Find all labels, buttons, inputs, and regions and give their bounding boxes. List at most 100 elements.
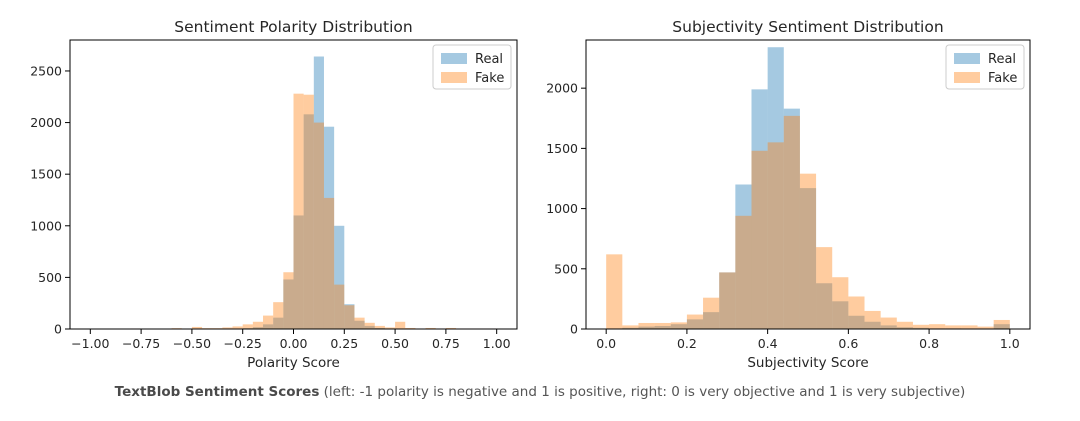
subjectivity-xtick-label: 1.0 [1000, 336, 1020, 351]
polarity-bar-real [374, 327, 385, 329]
polarity-bar-fake [283, 272, 294, 329]
subjectivity-histogram-chart: Subjectivity Sentiment Distribution 0.0 0.… [546, 18, 1031, 371]
polarity-xtick-label: 1.00 [483, 336, 511, 351]
polarity-bar-real [354, 320, 365, 329]
subjectivity-xtick-label: 0.8 [919, 336, 939, 351]
subjectivity-bar-real [912, 327, 930, 329]
subjectivity-bar-fake [848, 296, 865, 329]
polarity-xtick-label: 0.25 [330, 336, 358, 351]
polarity-bar-real [303, 114, 314, 329]
polarity-bar-fake [273, 302, 284, 329]
polarity-bar-fake [395, 321, 406, 329]
polarity-bar-fake [384, 327, 396, 329]
subjectivity-legend-swatch-real [954, 53, 980, 64]
subjectivity-bar-real [638, 326, 655, 329]
subjectivity-bar-fake [832, 277, 849, 329]
polarity-bar-fake [405, 327, 416, 329]
caption-rest-text: (left: -1 polarity is negative and 1 is … [319, 384, 966, 400]
polarity-legend-swatch-fake [441, 72, 467, 83]
polarity-chart-title: Sentiment Polarity Distribution [174, 18, 412, 36]
polarity-bar-fake [323, 197, 335, 329]
polarity-bar-real [273, 317, 284, 329]
subjectivity-bar-real [864, 321, 881, 329]
subjectivity-bar-fake [606, 254, 623, 329]
subjectivity-legend-label-real: Real [988, 52, 1016, 67]
polarity-xtick-label: −1.00 [71, 336, 109, 351]
subjectivity-legend-label-fake: Fake [988, 71, 1017, 86]
polarity-xtick-label: 0.00 [280, 336, 308, 351]
subjectivity-bar-real [751, 89, 768, 329]
polarity-bar-fake [263, 315, 274, 329]
subjectivity-bar-real [654, 325, 671, 329]
polarity-legend-label-fake: Fake [475, 71, 504, 86]
polarity-bar-fake [222, 327, 233, 329]
polarity-bar-fake [191, 326, 203, 329]
polarity-bar-fake [354, 317, 365, 329]
polarity-ytick-label: 2000 [30, 115, 62, 130]
subjectivity-bar-real [703, 312, 720, 329]
subjectivity-bar-fake [703, 297, 720, 329]
polarity-xtick-label: −0.75 [122, 336, 160, 351]
polarity-bar-real [323, 126, 335, 329]
polarity-xtick-label: −0.50 [173, 336, 211, 351]
subjectivity-bar-fake [799, 173, 817, 329]
subjectivity-bar-fake [945, 325, 962, 329]
subjectivity-bar-fake [751, 150, 768, 329]
subjectivity-plot-frame [585, 39, 1031, 330]
polarity-ytick-label: 500 [38, 270, 62, 285]
polarity-xaxis-label: Polarity Score [247, 355, 340, 371]
subjectivity-bar-real [719, 272, 736, 329]
subjectivity-legend-box [945, 44, 1025, 90]
polarity-bar-fake [232, 326, 243, 329]
subjectivity-xtick-label: 0.4 [758, 336, 778, 351]
subjectivity-bar-fake [896, 321, 913, 329]
subjectivity-bar-fake [670, 322, 687, 329]
polarity-bar-real [313, 56, 324, 330]
subjectivity-xtick-label: 0.0 [596, 336, 616, 351]
subjectivity-bar-real [799, 188, 817, 329]
polarity-bar-fake [364, 322, 375, 329]
polarity-bar-fake [334, 284, 345, 329]
subjectivity-bar-fake [622, 325, 639, 329]
subjectivity-bar-real [670, 324, 687, 329]
polarity-bar-fake [445, 327, 457, 329]
subjectivity-bar-fake [654, 322, 671, 329]
polarity-bar-real [334, 225, 345, 329]
subjectivity-bar-fake [783, 115, 800, 329]
polarity-ytick-label: 2500 [30, 63, 62, 78]
subjectivity-bar-real [783, 108, 800, 329]
polarity-ytick-label: 0 [54, 322, 62, 337]
polarity-bar-fake [293, 93, 304, 330]
subjectivity-bar-fake [767, 142, 784, 329]
caption-bold-text: TextBlob Sentiment Scores [114, 384, 320, 400]
subjectivity-bar-real [848, 315, 865, 329]
subjectivity-bar-fake [719, 272, 736, 329]
subjectivity-bar-fake [686, 314, 704, 329]
subjectivity-bar-fake [912, 324, 930, 329]
polarity-legend-box [432, 44, 512, 90]
subjectivity-bar-real [686, 319, 704, 329]
polarity-bar-fake [303, 94, 314, 329]
polarity-bar-real [293, 215, 304, 329]
subjectivity-bar-fake [977, 326, 994, 329]
polarity-bar-real [344, 304, 355, 329]
subjectivity-ytick-label: 500 [554, 261, 578, 276]
polarity-bar-fake [313, 122, 324, 329]
subjectivity-bar-fake [961, 325, 978, 329]
subjectivity-bar-real [896, 327, 913, 329]
subjectivity-bar-fake [993, 319, 1010, 329]
subjectivity-xtick-label: 0.6 [838, 336, 858, 351]
subjectivity-bar-fake [880, 317, 897, 329]
subjectivity-bar-real [993, 324, 1010, 329]
subjectivity-bar-real [816, 283, 833, 329]
subjectivity-bar-fake [816, 247, 833, 329]
subjectivity-bar-fake [638, 322, 655, 329]
subjectivity-legend-swatch-fake [954, 72, 980, 83]
subjectivity-bar-real [880, 325, 897, 329]
subjectivity-bar-fake [864, 310, 881, 329]
polarity-ytick-label: 1500 [30, 167, 62, 182]
polarity-xtick-label: 0.75 [432, 336, 460, 351]
polarity-bar-fake [252, 321, 264, 329]
polarity-bar-fake [344, 305, 355, 329]
